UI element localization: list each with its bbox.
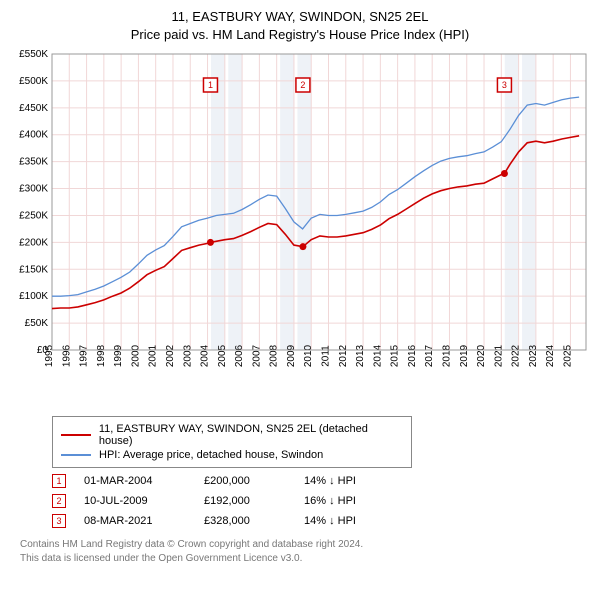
svg-text:2022: 2022 <box>511 345 522 368</box>
sale-point-2 <box>299 244 306 251</box>
svg-text:£550K: £550K <box>19 50 48 60</box>
sale-diff: 16% ↓ HPI <box>304 495 404 507</box>
sales-table: 101-MAR-2004£200,00014% ↓ HPI210-JUL-200… <box>52 474 590 528</box>
title-block: 11, EASTBURY WAY, SWINDON, SN25 2EL Pric… <box>10 8 590 44</box>
svg-text:2009: 2009 <box>286 345 297 368</box>
svg-text:2019: 2019 <box>459 345 470 368</box>
svg-text:2004: 2004 <box>200 345 211 368</box>
legend-swatch <box>61 454 91 456</box>
sale-date: 01-MAR-2004 <box>84 475 204 487</box>
legend: 11, EASTBURY WAY, SWINDON, SN25 2EL (det… <box>52 416 412 468</box>
sale-row: 3 08-MAR-2021£328,00014% ↓ HPI <box>52 514 590 528</box>
legend-label: HPI: Average price, detached house, Swin… <box>99 449 323 461</box>
chart: £0£50K£100K£150K£200K£250K£300K£350K£400… <box>10 50 590 408</box>
svg-text:2014: 2014 <box>372 345 383 368</box>
sale-row: 2 10-JUL-2009£192,00016% ↓ HPI <box>52 494 590 508</box>
svg-text:2023: 2023 <box>528 345 539 368</box>
svg-text:2012: 2012 <box>338 345 349 368</box>
legend-row: HPI: Average price, detached house, Swin… <box>61 449 403 461</box>
sale-date: 10-JUL-2009 <box>84 495 204 507</box>
svg-text:2005: 2005 <box>217 345 228 368</box>
svg-text:£250K: £250K <box>19 211 48 222</box>
svg-text:2015: 2015 <box>390 345 401 368</box>
sale-marker-num-1: 1 <box>208 80 213 90</box>
svg-text:2025: 2025 <box>562 345 573 368</box>
svg-text:2017: 2017 <box>424 345 435 368</box>
legend-swatch <box>61 434 91 436</box>
svg-text:2000: 2000 <box>130 345 141 368</box>
svg-text:2020: 2020 <box>476 345 487 368</box>
sale-price: £200,000 <box>204 475 304 487</box>
svg-text:2021: 2021 <box>493 345 504 368</box>
sale-marker-num-2: 2 <box>300 80 305 90</box>
sale-row: 1 01-MAR-2004£200,00014% ↓ HPI <box>52 474 590 488</box>
sale-point-1 <box>207 239 214 246</box>
sale-row-marker: 3 <box>52 514 66 528</box>
sale-point-3 <box>501 170 508 177</box>
sale-diff: 14% ↓ HPI <box>304 515 404 527</box>
svg-text:£500K: £500K <box>19 76 48 87</box>
svg-text:1997: 1997 <box>79 345 90 368</box>
sale-row-marker: 2 <box>52 494 66 508</box>
svg-text:1996: 1996 <box>61 345 72 368</box>
svg-text:2008: 2008 <box>269 345 280 368</box>
svg-text:£350K: £350K <box>19 157 48 168</box>
title-subtitle: Price paid vs. HM Land Registry's House … <box>10 26 590 44</box>
svg-text:£200K: £200K <box>19 238 48 249</box>
sale-price: £328,000 <box>204 515 304 527</box>
chart-svg: £0£50K£100K£150K£200K£250K£300K£350K£400… <box>10 50 590 408</box>
svg-text:£100K: £100K <box>19 292 48 303</box>
svg-text:2024: 2024 <box>545 345 556 368</box>
legend-row: 11, EASTBURY WAY, SWINDON, SN25 2EL (det… <box>61 423 403 447</box>
svg-text:£150K: £150K <box>19 265 48 276</box>
svg-text:£50K: £50K <box>25 318 49 329</box>
svg-text:1995: 1995 <box>44 345 55 368</box>
legend-label: 11, EASTBURY WAY, SWINDON, SN25 2EL (det… <box>99 423 403 447</box>
svg-text:2010: 2010 <box>303 345 314 368</box>
svg-text:2001: 2001 <box>148 345 159 368</box>
sale-row-marker: 1 <box>52 474 66 488</box>
chart-container: 11, EASTBURY WAY, SWINDON, SN25 2EL Pric… <box>0 0 600 576</box>
svg-text:1999: 1999 <box>113 345 124 368</box>
sale-marker-num-3: 3 <box>502 80 507 90</box>
title-address: 11, EASTBURY WAY, SWINDON, SN25 2EL <box>10 8 590 26</box>
svg-text:2016: 2016 <box>407 345 418 368</box>
svg-text:1998: 1998 <box>96 345 107 368</box>
svg-text:2011: 2011 <box>321 345 332 367</box>
svg-text:2002: 2002 <box>165 345 176 368</box>
sale-diff: 14% ↓ HPI <box>304 475 404 487</box>
footer-line2: This data is licensed under the Open Gov… <box>20 552 590 566</box>
svg-text:£450K: £450K <box>19 103 48 114</box>
sale-date: 08-MAR-2021 <box>84 515 204 527</box>
footer: Contains HM Land Registry data © Crown c… <box>20 538 590 566</box>
svg-text:£300K: £300K <box>19 184 48 195</box>
svg-text:2003: 2003 <box>182 345 193 368</box>
svg-text:2018: 2018 <box>441 345 452 368</box>
svg-text:2013: 2013 <box>355 345 366 368</box>
sale-price: £192,000 <box>204 495 304 507</box>
footer-line1: Contains HM Land Registry data © Crown c… <box>20 538 590 552</box>
svg-text:2006: 2006 <box>234 345 245 368</box>
svg-text:2007: 2007 <box>251 345 262 368</box>
svg-text:£400K: £400K <box>19 130 48 141</box>
